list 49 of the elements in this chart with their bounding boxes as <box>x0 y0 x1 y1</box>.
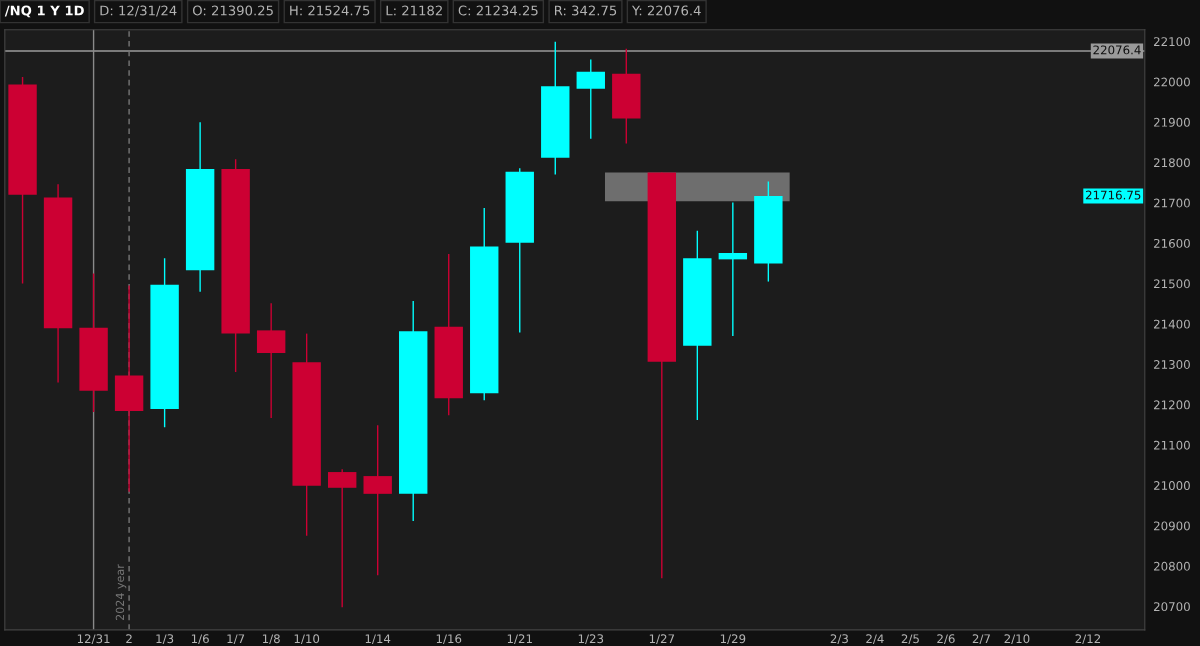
x-tick-label: 1/14 <box>365 634 391 645</box>
x-tick-label: 1/23 <box>578 634 604 645</box>
candlestick <box>363 424 392 577</box>
x-tick-label: 2/4 <box>866 634 884 645</box>
x-tick-label: 1/3 <box>156 634 174 645</box>
x-tick-label: 1/7 <box>227 634 245 645</box>
ref-line-label: 2024 year <box>115 564 127 621</box>
x-tick-label: 2/6 <box>937 634 955 645</box>
x-tick-label: 1/29 <box>720 634 746 645</box>
x-tick-label: 2 <box>126 634 132 643</box>
x-tick-label: 1/6 <box>191 634 209 645</box>
candlestick <box>327 468 357 608</box>
x-tick-label: 1/21 <box>507 634 532 645</box>
x-tick-label: 2/10 <box>1004 634 1030 645</box>
y-tick-label: 21300 <box>1154 360 1190 369</box>
y-tick-label: 21900 <box>1154 117 1190 127</box>
x-tick-label: 2/7 <box>972 634 990 645</box>
x-tick-label: 1/16 <box>436 634 462 645</box>
x-tick-label: 1/8 <box>262 634 280 645</box>
chart-title: /NQ 1 Y 1D <box>4 5 84 18</box>
text: Y: 22076.4 <box>631 5 701 16</box>
text: H: 21524.75 <box>290 5 370 16</box>
y-tick-label: 20700 <box>1154 602 1190 612</box>
x-tick-label: 1/10 <box>294 634 320 645</box>
candlestick <box>718 201 748 337</box>
text: L: 21182 <box>386 5 442 16</box>
y-tick-label: 21800 <box>1154 158 1190 168</box>
y-tick-label: 21700 <box>1154 198 1190 208</box>
y-tick-label: 21500 <box>1154 279 1190 289</box>
text: R: 342.75 <box>554 5 617 16</box>
text: D: 12/31/24 <box>100 5 177 17</box>
x-tick-label: 12/31 <box>77 634 110 645</box>
x-tick-label: 1/27 <box>649 634 675 645</box>
y-tick-label: 20900 <box>1154 521 1190 531</box>
y-tick-label: 21200 <box>1154 400 1190 410</box>
y-tick-label: 22000 <box>1154 77 1190 87</box>
text: O: 21390.25 <box>192 5 273 16</box>
y-tick-label: 21400 <box>1154 319 1190 329</box>
text: C: 21234.25 <box>458 5 538 16</box>
x-tick-label: 2/3 <box>830 634 848 645</box>
x-tick-label: 2/5 <box>901 634 919 645</box>
x-tick-label: 2/12 <box>1075 634 1101 645</box>
y-tick-label: 21600 <box>1154 238 1190 248</box>
y-tick-label: 22100 <box>1154 37 1190 47</box>
ref-line-label: 22076.4 <box>1093 45 1141 55</box>
y-tick-label: 21000 <box>1154 481 1190 491</box>
y-tick-label: 20800 <box>1154 561 1190 571</box>
y-tick-label: 21100 <box>1154 440 1190 450</box>
annotation: 21716.75 <box>1085 190 1141 200</box>
